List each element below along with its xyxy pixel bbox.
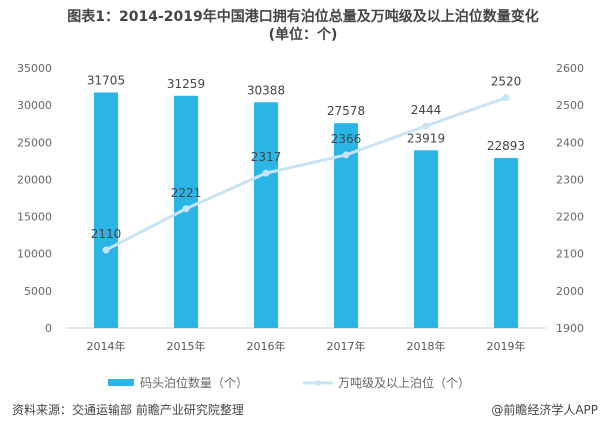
line-point [262,169,270,177]
right-tick-label: 1900 [556,322,584,335]
right-tick-label: 2300 [556,173,584,186]
x-tick-label: 2015年 [167,339,206,353]
line-point [502,94,510,102]
left-tick-label: 5000 [24,285,52,298]
bar-label: 27578 [327,104,365,118]
left-tick-label: 10000 [17,248,52,261]
line-label: 2520 [491,75,522,89]
line-label: 2110 [91,227,122,241]
legend-line-marker [315,380,321,386]
bar [254,102,278,328]
line-label: 2317 [251,150,282,164]
bar-label: 22893 [487,139,525,153]
line-series [105,96,507,252]
right-tick-label: 2100 [556,248,584,261]
bar-label: 31705 [87,73,125,87]
bar-label: 31259 [167,77,205,91]
x-tick-label: 2017年 [327,339,366,353]
right-tick-label: 2200 [556,211,584,224]
line-label: 2221 [171,186,202,200]
left-tick-label: 25000 [17,136,52,149]
bar-label: 23919 [407,131,445,145]
x-tick-label: 2016年 [247,339,286,353]
left-tick-label: 20000 [17,173,52,186]
left-tick-label: 0 [45,322,52,335]
legend-bar-swatch [108,379,134,386]
left-tick-label: 30000 [17,99,52,112]
line-label: 2444 [411,103,442,117]
legend-line-label: 万吨级及以上泊位（个） [338,375,470,390]
left-tick-label: 35000 [17,62,52,75]
left-tick-label: 15000 [17,211,52,224]
chart-title: 图表1：2014-2019年中国港口拥有泊位总量及万吨级及以上泊位数量变化 [67,9,539,25]
x-tick-label: 2014年 [87,339,126,353]
bar [494,157,518,328]
line-point [182,205,190,213]
bar [414,150,438,328]
line-point [102,246,110,254]
line-point [342,151,350,159]
right-tick-label: 2500 [556,99,584,112]
bar [94,92,118,328]
right-tick-label: 2600 [556,62,584,75]
legend-bar-label: 码头泊位数量（个） [140,375,248,390]
line-point [422,122,430,130]
right-tick-label: 2000 [556,285,584,298]
credit: @前瞻经济学人APP [491,403,598,417]
line-label: 2366 [331,132,362,146]
x-tick-label: 2019年 [487,339,526,353]
bar-label: 30388 [247,83,285,97]
x-tick-label: 2018年 [407,339,446,353]
right-tick-label: 2400 [556,136,584,149]
source-note: 资料来源：交通运输部 前瞻产业研究院整理 [12,403,244,417]
chart-subtitle: (单位：个) [268,27,338,43]
